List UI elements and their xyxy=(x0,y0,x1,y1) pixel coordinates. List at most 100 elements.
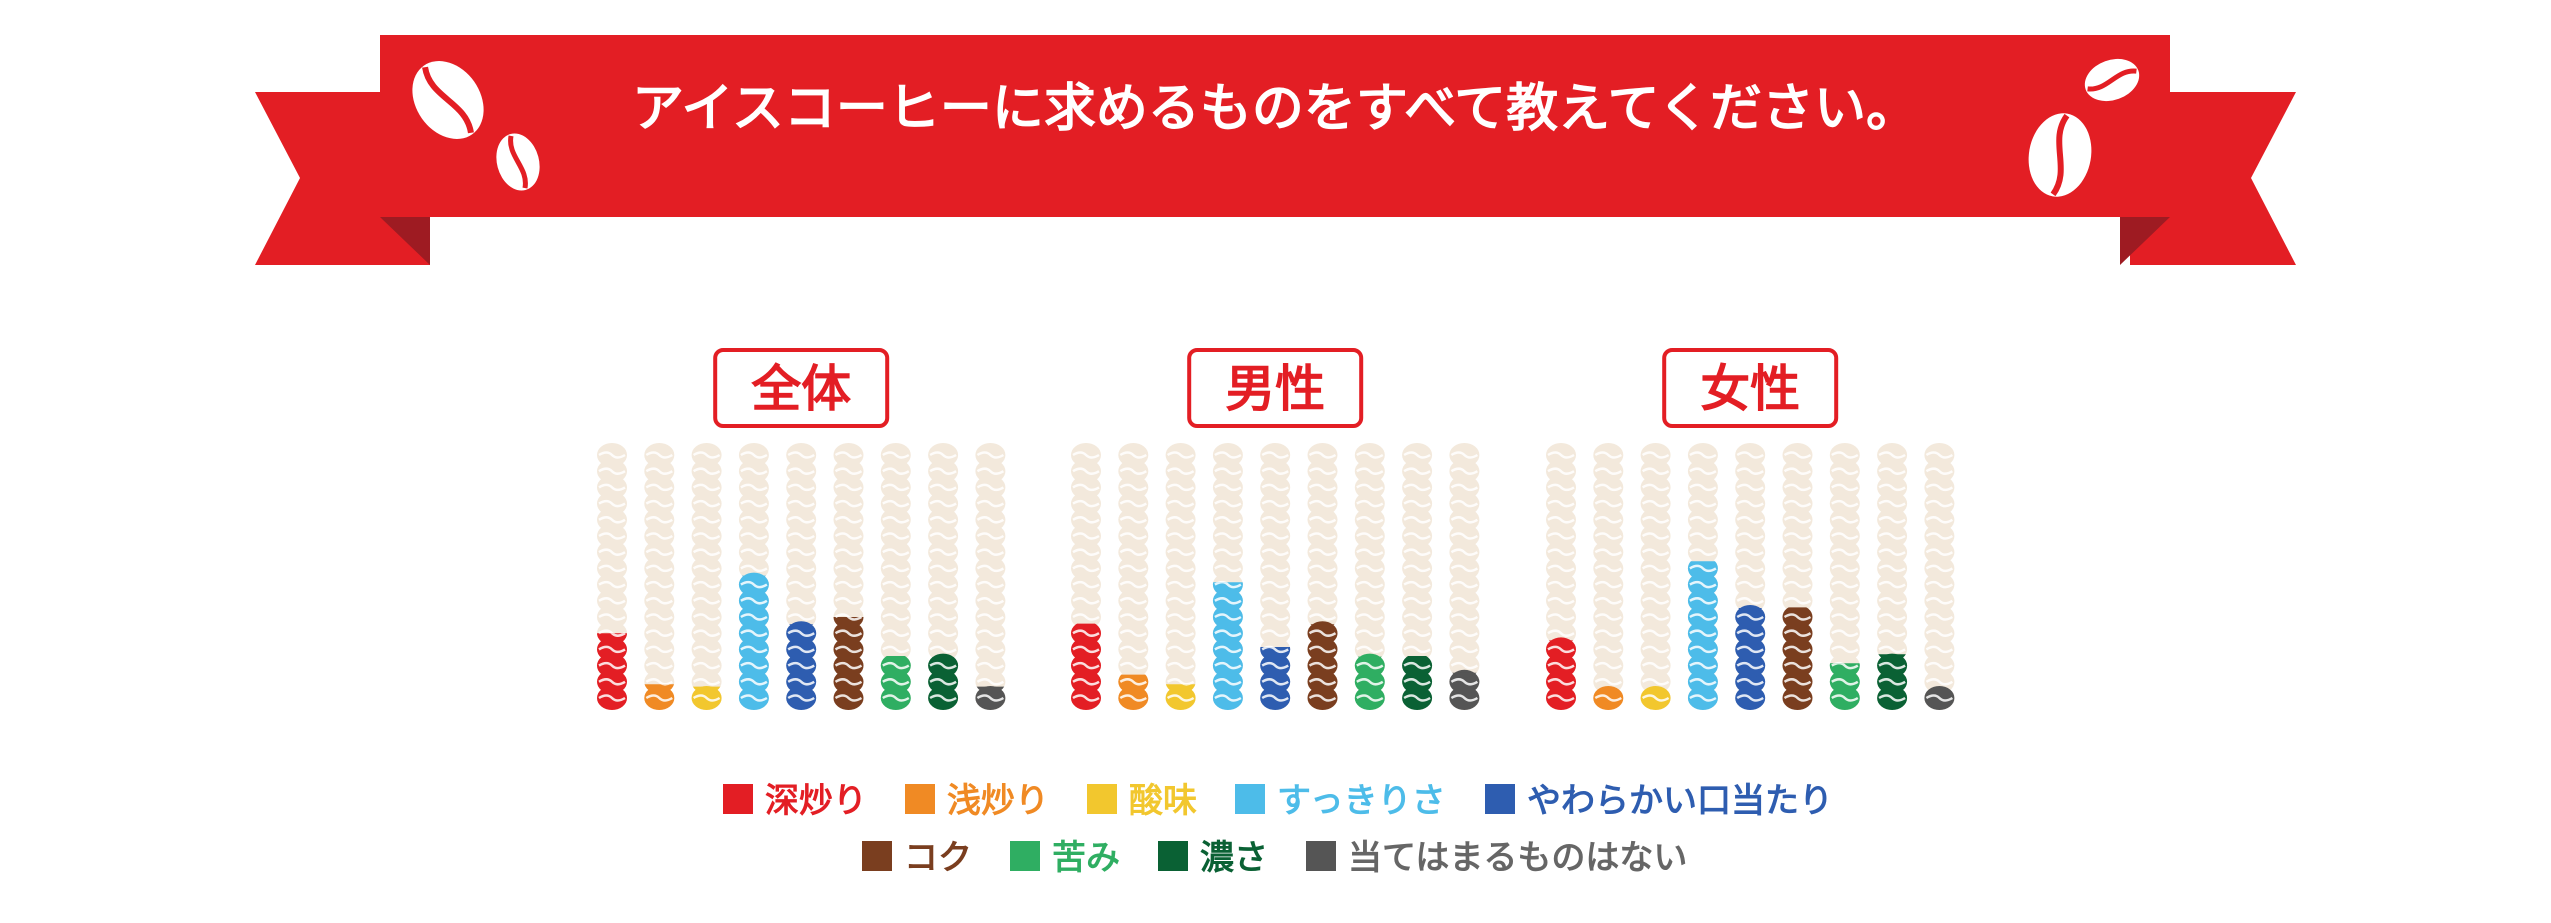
background-bean xyxy=(1546,443,1576,467)
partial-value-bean xyxy=(1738,608,1763,613)
background-bean xyxy=(1924,443,1955,467)
legend-item: 濃さ xyxy=(1158,838,1268,878)
bean-column-4 xyxy=(786,443,817,710)
bean-column-3 xyxy=(1212,443,1243,710)
bean-column-6 xyxy=(1354,443,1385,710)
background-bean xyxy=(1877,443,1908,467)
legend-swatch xyxy=(1010,841,1040,871)
bean-column-2 xyxy=(1640,443,1671,710)
legend-label: 酸味 xyxy=(1129,781,1197,821)
bar-6 xyxy=(880,656,911,710)
background-bean xyxy=(1212,443,1243,467)
partial-value-bean xyxy=(1402,656,1433,678)
background-bean xyxy=(1165,443,1196,467)
bean-column-4 xyxy=(1735,443,1766,710)
panel: 女性 xyxy=(1546,348,1955,710)
partial-value-bean xyxy=(692,686,721,694)
bar-5 xyxy=(1782,607,1813,710)
legend-label: 当てはまるものはない xyxy=(1348,838,1687,878)
partial-value-bean xyxy=(789,624,814,629)
panel-label: 男性 xyxy=(1225,360,1325,418)
bar-0 xyxy=(597,633,627,710)
bar-4 xyxy=(1735,605,1766,710)
partial-value-bean xyxy=(880,656,911,678)
bar-1 xyxy=(644,684,675,710)
ribbon-right-tail xyxy=(2130,92,2296,265)
coffee-bean-icon xyxy=(412,61,484,139)
partial-value-bean xyxy=(1646,691,1665,694)
partial-value-bean xyxy=(1452,672,1477,678)
legend-swatch xyxy=(862,841,892,871)
legend-label: 苦み xyxy=(1052,838,1120,878)
bar-3 xyxy=(1212,582,1243,710)
bar-5 xyxy=(833,617,864,710)
value-bean xyxy=(1640,686,1671,710)
background-bean xyxy=(738,443,769,467)
legend-label: 濃さ xyxy=(1200,838,1268,878)
panel: 男性 xyxy=(1071,348,1480,710)
background-bean xyxy=(786,443,817,467)
bean-column-1 xyxy=(644,443,675,710)
bean-column-6 xyxy=(880,443,911,710)
bean-column-8 xyxy=(1449,443,1480,710)
legend-swatch xyxy=(1235,784,1265,814)
value-bean xyxy=(928,653,959,678)
bar-8 xyxy=(1449,669,1480,710)
legend-swatch xyxy=(905,784,935,814)
bar-2 xyxy=(691,686,722,710)
bean-column-7 xyxy=(1402,443,1433,710)
coffee-bean-icon xyxy=(2028,113,2092,197)
legend-swatch xyxy=(723,784,753,814)
background-bean xyxy=(1687,443,1718,467)
partial-value-bean xyxy=(741,575,766,581)
legend-swatch xyxy=(1158,841,1188,871)
panel-label: 女性 xyxy=(1700,360,1800,418)
partial-value-bean xyxy=(833,617,864,629)
value-bean xyxy=(1924,686,1955,710)
bean-column-3 xyxy=(738,443,769,710)
legend-item: 浅炒り xyxy=(905,781,1049,821)
legend-label: コク xyxy=(904,838,972,878)
panel-label-box: 女性 xyxy=(1662,348,1839,428)
bar-4 xyxy=(1260,647,1291,710)
bar-3 xyxy=(738,572,769,710)
legend-label: 深炒り xyxy=(765,781,867,821)
bean-column-7 xyxy=(1877,443,1908,710)
partial-value-bean xyxy=(1878,654,1906,662)
partial-value-bean xyxy=(1165,684,1196,694)
bar-4 xyxy=(786,621,817,710)
bar-8 xyxy=(975,686,1006,710)
background-bean xyxy=(644,443,675,467)
partial-value-bean xyxy=(976,686,1005,694)
background-bean xyxy=(833,443,864,467)
legend-swatch xyxy=(1306,841,1336,871)
bean-column-6 xyxy=(1829,443,1860,710)
panel-label: 全体 xyxy=(750,360,851,418)
partial-value-bean xyxy=(1310,624,1335,629)
bean-column-5 xyxy=(1782,443,1813,710)
bean-column-0 xyxy=(597,443,627,710)
bar-8 xyxy=(1924,686,1955,710)
chart-title: アイスコーヒーに求めるものをすべて教えてください。 xyxy=(632,79,1918,139)
background-bean xyxy=(1260,443,1291,467)
partial-value-bean xyxy=(644,684,674,694)
partial-value-bean xyxy=(1687,561,1718,581)
legend-item: 当てはまるものはない xyxy=(1306,838,1687,878)
bean-column-8 xyxy=(975,443,1006,710)
bar-0 xyxy=(1071,623,1101,710)
panel-label-box: 男性 xyxy=(1187,348,1364,428)
background-bean xyxy=(1735,443,1766,467)
background-bean xyxy=(1118,443,1149,467)
background-bean xyxy=(975,443,1006,467)
bean-column-8 xyxy=(1924,443,1955,710)
partial-value-bean xyxy=(1782,607,1813,629)
background-bean xyxy=(1640,443,1671,467)
bean-column-1 xyxy=(1118,443,1149,710)
bean-column-5 xyxy=(833,443,864,710)
background-bean xyxy=(880,443,911,467)
partial-value-bean xyxy=(1549,640,1573,646)
partial-value-bean xyxy=(1118,674,1149,694)
coffee-bean-icon xyxy=(496,133,540,191)
partial-value-bean xyxy=(1260,647,1291,662)
